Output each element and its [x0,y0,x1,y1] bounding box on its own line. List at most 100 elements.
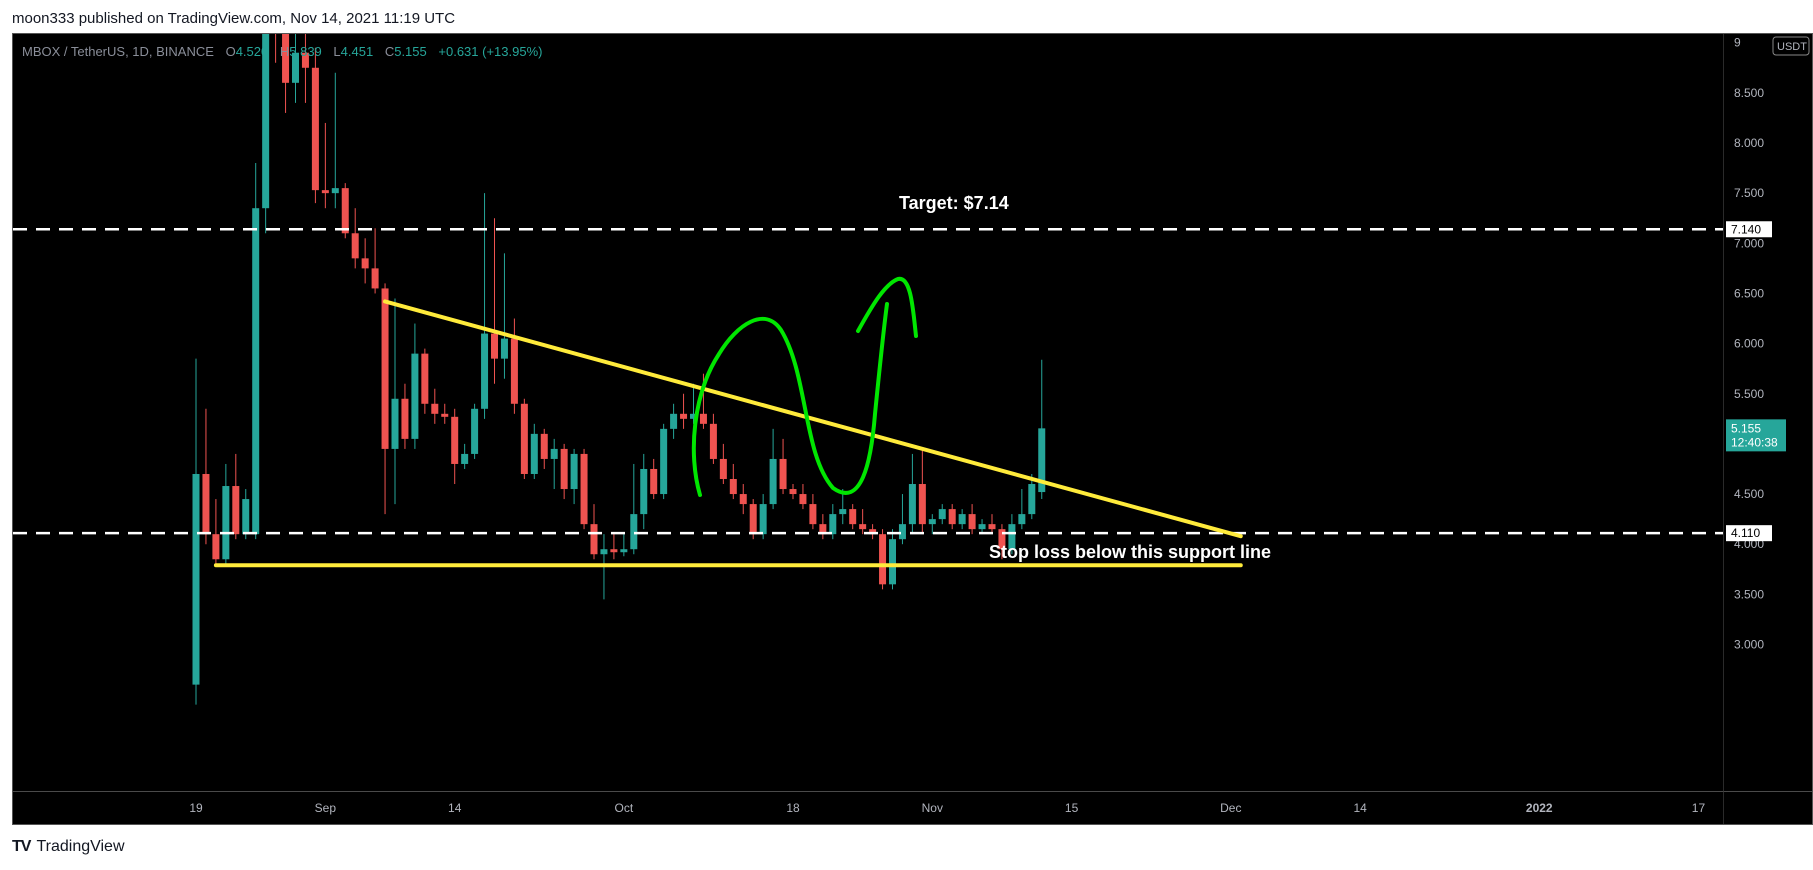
candle-body [879,534,887,585]
candle-body [928,519,936,525]
candle [938,504,946,525]
candle-body [421,353,429,404]
candle-body [510,338,518,404]
candle-body [968,514,976,530]
candle [530,423,538,480]
axis-corner [1723,791,1813,824]
candle-body [739,494,747,505]
candle [630,463,638,555]
price-tick-label: 5.500 [1734,387,1764,401]
candle-body [769,458,777,505]
candle [222,463,230,567]
level-price-label: 7.140 [1731,222,1761,236]
candle [928,514,936,535]
candle [321,122,329,209]
candle [709,413,717,464]
candle [540,428,548,469]
candle-body [341,188,349,234]
price-tick-label: 7.000 [1734,236,1764,250]
candle [889,529,896,590]
candle-body [749,504,757,535]
candle-body [938,509,946,520]
candle-body [809,504,817,525]
low-value: 4.451 [340,44,374,59]
high-label: H [279,44,290,59]
price-tick-label: 8.000 [1734,136,1764,150]
candle-body [371,268,379,289]
price-tick-label: 3.000 [1734,638,1764,652]
price-tick-label: 4.500 [1734,487,1764,501]
candle-body [680,413,688,419]
candle [680,393,688,429]
candle [988,514,996,535]
candle-body [262,34,270,209]
price-axis-svg: 3.0003.5004.0004.5005.0005.5006.0006.500… [1726,36,1810,652]
time-tick-label: Nov [922,801,943,815]
candle [670,403,678,439]
candle-body [709,423,717,459]
candle [898,494,906,545]
chart-pane[interactable]: MBOX / TetherUS, 1D, BINANCE O4.520 H5.8… [13,34,1723,791]
candle [729,463,737,500]
candle-body [461,453,469,464]
candle [1018,489,1026,530]
candle-body [600,549,608,555]
candle-body [491,333,498,359]
candle [500,253,508,379]
candle [620,534,628,557]
candle [1038,359,1046,499]
time-tick-label: Sep [315,801,337,815]
candle [650,458,658,500]
candle-body [799,494,807,505]
candle [958,509,966,530]
candle [879,529,887,590]
symbol-legend: MBOX / TetherUS, 1D, BINANCE O4.520 H5.8… [22,44,542,59]
price-tick-label: 9 [1734,36,1741,50]
price-tick-label: 6.500 [1734,286,1764,300]
open-label: O [225,44,236,59]
time-tick-label: 14 [448,801,462,815]
candle [510,318,518,414]
candle [411,323,419,449]
footer-brand[interactable]: TV TradingView [12,838,125,856]
candle-body [202,473,210,535]
currency-badge [1772,36,1810,56]
candle-body [530,433,538,474]
time-axis-svg: 19Sep14Oct18Nov15Dec14202217Feb14Mar [189,801,1705,815]
candle [789,484,797,500]
candle [590,504,598,560]
candle-body [431,403,439,414]
candle-body [381,288,389,449]
candle [560,443,568,500]
price-axis[interactable]: 3.0003.5004.0004.5005.0005.5006.0006.500… [1723,34,1813,791]
candle [769,428,777,510]
candle-body [540,433,548,459]
candle [908,453,916,535]
candle-body [908,484,916,525]
candle-body [500,338,508,359]
candle-body [520,403,528,474]
candle [978,519,986,535]
candle-body [560,448,568,490]
candle-body [471,408,479,454]
candle [242,489,250,540]
candle [859,509,867,535]
candle [481,193,489,419]
candle [570,448,578,505]
candle [282,34,290,113]
candle-body [988,524,996,530]
candle-body [550,448,558,459]
candle-body [859,524,867,530]
candle [371,228,379,294]
candle [1028,473,1036,520]
candle-body [222,486,230,560]
candle-body [650,468,658,495]
time-tick-label: Oct [615,801,634,815]
symbol-label[interactable]: MBOX / TetherUS, 1D, BINANCE [22,44,214,59]
candle [421,348,429,414]
time-axis[interactable]: 19Sep14Oct18Nov15Dec14202217Feb14Mar [13,791,1723,824]
candle [401,383,409,449]
candle-body [481,333,489,409]
candle-body [1018,514,1026,525]
close-value: 5.155 [394,44,427,59]
